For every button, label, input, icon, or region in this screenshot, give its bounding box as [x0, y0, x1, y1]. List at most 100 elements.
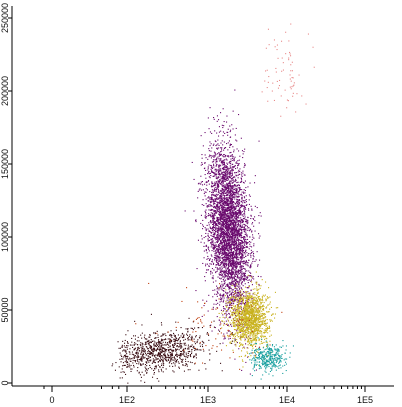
data-point [238, 348, 240, 350]
data-point [231, 238, 233, 240]
data-point [240, 298, 242, 300]
data-point [214, 234, 216, 236]
data-point [242, 157, 244, 159]
data-point [230, 250, 232, 252]
data-point [244, 229, 246, 231]
data-point [211, 171, 213, 173]
data-point [216, 161, 218, 163]
data-point [222, 287, 224, 289]
data-point [229, 251, 231, 253]
data-point [228, 227, 230, 229]
data-point [238, 159, 240, 161]
data-point [225, 270, 227, 272]
data-point [226, 218, 228, 220]
data-point [241, 205, 243, 207]
data-point [232, 240, 234, 242]
data-point [236, 263, 238, 265]
data-point [232, 219, 234, 221]
data-point [233, 276, 235, 278]
data-point [234, 319, 236, 321]
data-point [242, 299, 244, 301]
data-point [256, 320, 258, 322]
data-point [241, 243, 243, 245]
data-point [237, 299, 239, 301]
data-point [221, 140, 223, 142]
data-point [233, 235, 235, 237]
data-point [239, 342, 241, 344]
data-point [243, 346, 245, 348]
data-point [219, 154, 221, 156]
data-point [218, 160, 220, 162]
data-point [255, 356, 257, 358]
data-point [230, 298, 232, 300]
data-point [224, 180, 226, 182]
data-point [203, 204, 205, 206]
data-point [218, 152, 220, 154]
data-point [229, 226, 231, 228]
data-point [239, 214, 241, 216]
data-point [232, 237, 234, 239]
data-point [239, 234, 241, 236]
data-point [220, 160, 222, 162]
data-point [224, 256, 226, 258]
data-point [232, 197, 234, 199]
data-point [212, 223, 214, 225]
data-point [216, 224, 218, 226]
data-point [236, 198, 238, 200]
data-point [260, 313, 262, 315]
data-point [234, 217, 236, 219]
data-point [205, 177, 207, 179]
data-point [226, 131, 228, 133]
data-point [233, 257, 235, 259]
data-point [222, 239, 224, 241]
data-point [242, 317, 244, 319]
data-point [245, 302, 247, 304]
data-point [231, 217, 233, 219]
data-point [230, 243, 232, 245]
data-point [218, 229, 220, 231]
data-point [228, 243, 230, 245]
data-point [216, 219, 218, 221]
data-point [239, 244, 241, 246]
data-point [249, 296, 251, 298]
data-point [234, 165, 236, 167]
data-point [217, 223, 219, 225]
data-point [234, 214, 236, 216]
data-point [197, 239, 199, 241]
data-point [243, 291, 245, 293]
data-point [246, 252, 248, 254]
data-point [241, 303, 243, 305]
data-point [218, 181, 220, 183]
data-point [254, 292, 256, 294]
data-point [231, 172, 233, 174]
data-point [229, 262, 231, 264]
data-point [229, 247, 231, 249]
data-point [233, 207, 235, 209]
data-point [251, 345, 253, 347]
data-point [209, 231, 211, 233]
data-point [243, 312, 245, 314]
data-point [216, 259, 218, 261]
data-point [239, 330, 241, 332]
data-point [249, 243, 251, 245]
data-point [205, 230, 207, 232]
data-point [221, 167, 223, 169]
data-point [232, 271, 234, 273]
data-point [240, 293, 242, 295]
data-point [234, 229, 236, 231]
data-point [215, 200, 217, 202]
data-point [232, 228, 234, 230]
data-point [262, 304, 264, 306]
data-point [204, 280, 206, 282]
data-point [224, 253, 226, 255]
data-point [228, 269, 230, 271]
data-point [239, 297, 241, 299]
data-point [232, 218, 234, 220]
data-point [210, 201, 212, 203]
data-point [214, 223, 216, 225]
data-point [244, 200, 246, 202]
data-point [236, 309, 238, 311]
data-point [263, 313, 265, 315]
data-point [219, 301, 221, 303]
data-point [215, 191, 217, 193]
